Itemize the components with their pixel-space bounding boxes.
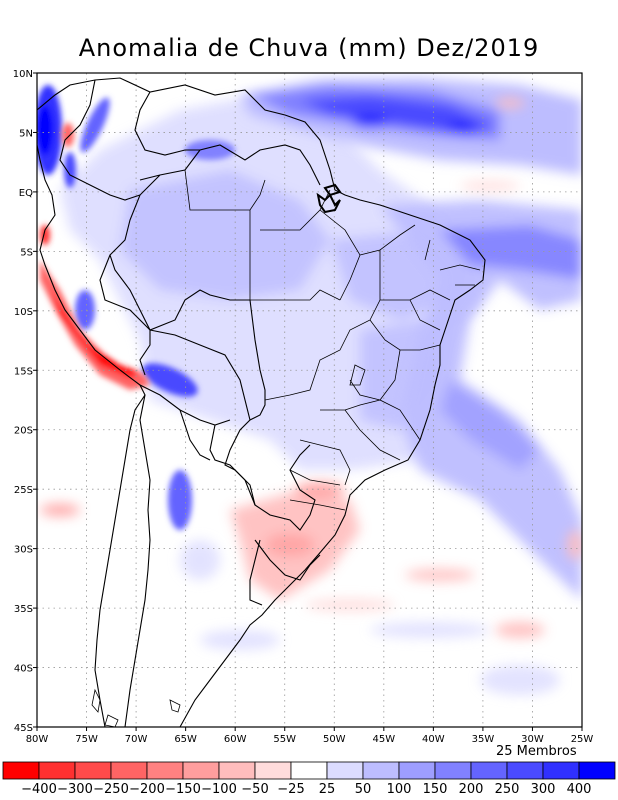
colorbar-swatch: [542, 761, 580, 780]
colorbar-label: 200: [459, 782, 484, 797]
colorbar-swatch: [578, 761, 616, 780]
y-tick-label: 25S: [14, 485, 33, 496]
colorbar-swatch: [182, 761, 220, 780]
brazil-states: [184, 169, 481, 511]
colorbar-label: 150: [423, 782, 448, 797]
colorbar-label: −250: [93, 782, 129, 797]
y-tick-label: EQ: [19, 188, 33, 199]
colorbar-label: 100: [387, 782, 412, 797]
colorbar-swatch: [146, 761, 184, 780]
colorbar-label: −200: [129, 782, 165, 797]
y-tick-label: 5S: [20, 247, 33, 258]
colorbar-label: −100: [201, 782, 237, 797]
colorbar-label: 300: [531, 782, 556, 797]
colorbar-swatch: [290, 761, 328, 780]
brazil-border: [109, 144, 321, 531]
colorbar-swatch: [254, 761, 292, 780]
map-grid: [37, 73, 582, 727]
x-tick-label: 65W: [174, 734, 197, 745]
south-america-borders: [37, 77, 486, 727]
colorbar-label: −25: [277, 782, 304, 797]
x-tick-label: 50W: [323, 734, 346, 745]
colorbar-swatch: [218, 761, 256, 780]
x-axis-ticks: 80W 75W 70W 65W 60W 55W 50W 45W 40W 35W 30W 25W: [26, 727, 594, 745]
x-tick-label: 80W: [26, 734, 49, 745]
colorbar-label: −400: [21, 782, 57, 797]
sacz-wet-band: [380, 200, 582, 600]
uruguay-border: [249, 539, 321, 606]
peru-bolivia-border: [99, 254, 251, 426]
x-tick-label: 60W: [224, 734, 247, 745]
amazon-delta: [316, 183, 342, 214]
colorbar-swatch: [2, 761, 40, 780]
pacific-coast-wet: [37, 85, 235, 530]
colorbar-swatch: [38, 761, 76, 780]
colombia-venezuela-border: [59, 79, 200, 201]
colorbar-label: 50: [355, 782, 372, 797]
y-tick-label: 15S: [14, 366, 33, 377]
y-axis-ticks: 10N 5N EQ 5S 10S 15S 20S 25S 30S 35S 40S 45S: [13, 69, 37, 734]
southern-wet-patches: [180, 540, 560, 695]
map-title: Anomalia de Chuva (mm) Dez/2019: [78, 34, 540, 62]
x-tick-label: 35W: [472, 734, 495, 745]
southern-dry-anomaly: [40, 98, 582, 638]
x-tick-label: 55W: [273, 734, 296, 745]
x-tick-label: 25W: [571, 734, 594, 745]
x-tick-label: 45W: [373, 734, 396, 745]
y-tick-label: 10N: [13, 69, 33, 80]
colorbar-label: 250: [495, 782, 520, 797]
y-tick-label: 40S: [14, 664, 33, 675]
colorbar-swatch: [110, 761, 148, 780]
y-tick-label: 45S: [14, 723, 33, 734]
colorbar-label: −150: [165, 782, 201, 797]
colorbar-swatch: [362, 761, 400, 780]
colorbar-swatch: [434, 761, 472, 780]
x-tick-label: 30W: [521, 734, 544, 745]
y-tick-label: 30S: [14, 545, 33, 556]
x-tick-label: 75W: [75, 734, 98, 745]
colorbar-label: 400: [567, 782, 592, 797]
colorbar-label: 25: [319, 782, 336, 797]
anomaly-field: [37, 78, 582, 695]
y-tick-label: 20S: [14, 426, 33, 437]
y-tick-label: 35S: [14, 604, 33, 615]
colorbar-label: −50: [241, 782, 268, 797]
x-tick-label: 70W: [125, 734, 148, 745]
x-tick-label: 40W: [422, 734, 445, 745]
colorbar-swatch: [506, 761, 544, 780]
y-tick-label: 5N: [19, 128, 33, 139]
map-frame: [36, 72, 583, 728]
y-tick-label: 10S: [14, 307, 33, 318]
colorbar-swatch: [74, 761, 112, 780]
color-bar: −400 −300 −250 −200 −150 −100 −50 −25 25 50 100 150…: [2, 761, 616, 797]
colorbar-swatch: [470, 761, 508, 780]
colorbar-swatch: [398, 761, 436, 780]
paraguay-border: [179, 409, 256, 506]
colorbar-label: −300: [57, 782, 93, 797]
argentina-chile-border: [124, 394, 151, 727]
members-label: 25 Membros: [496, 744, 577, 759]
chile-coast-islands: [91, 688, 181, 727]
colorbar-swatch: [326, 761, 364, 780]
